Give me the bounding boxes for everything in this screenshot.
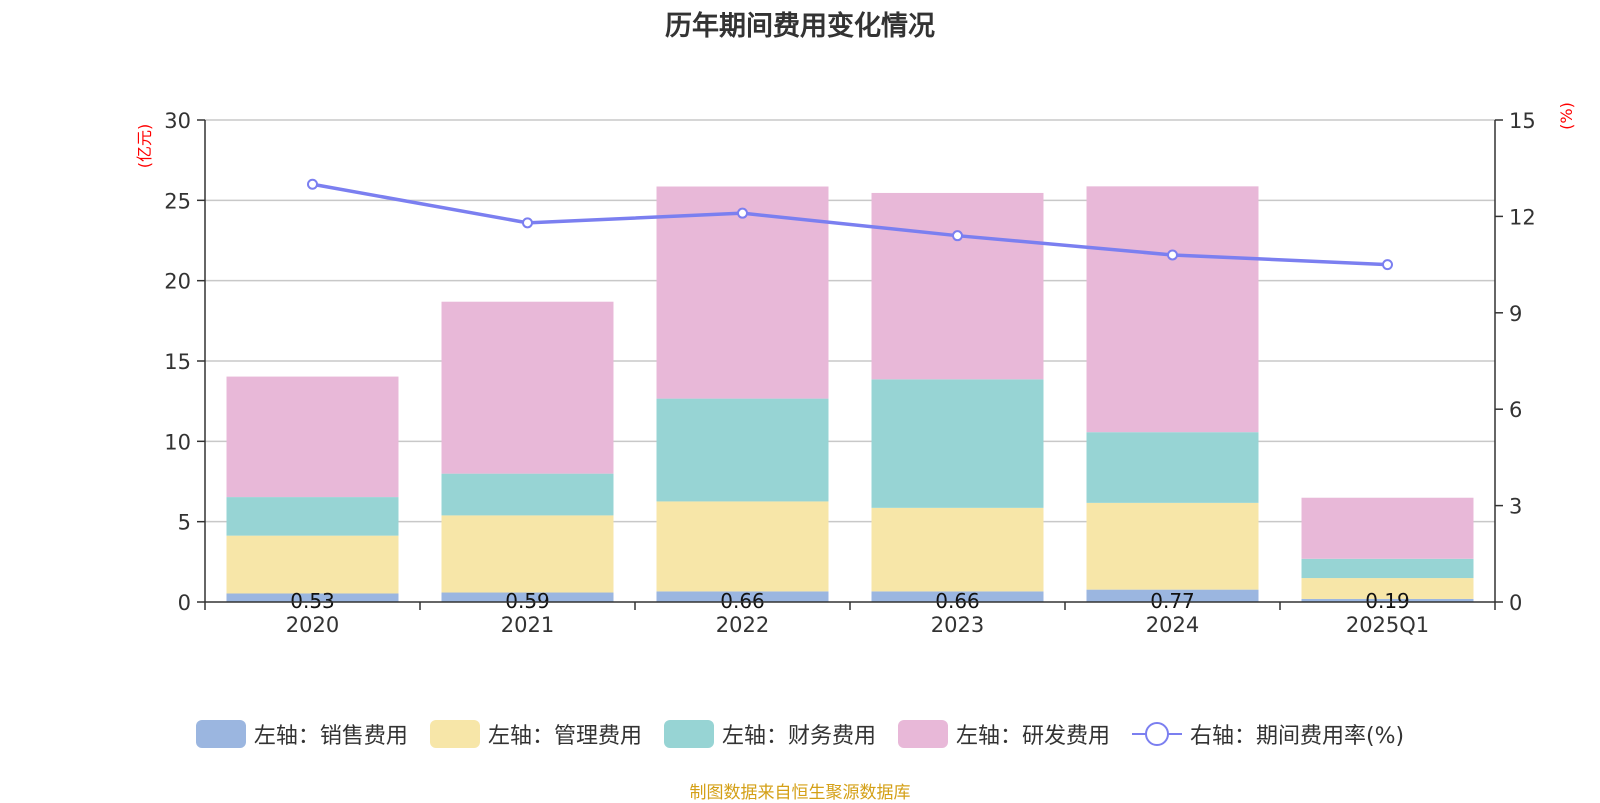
bar-2021-series-0 <box>441 592 614 602</box>
expense-rate-point-2020 <box>307 178 318 190</box>
legend-label-sales: 左轴：销售费用 <box>253 724 408 749</box>
bar-2023-series-2 <box>871 379 1044 508</box>
right-tick-label-3: 9 <box>1509 302 1522 326</box>
legend: 左轴：销售费用 左轴：管理费用 左轴：财务费用 左轴：研发费用 右轴：期间费用率… <box>0 718 1600 750</box>
right-tick-label-0: 0 <box>1509 591 1522 615</box>
expense-rate-point-2023 <box>952 230 963 242</box>
bar-2021-series-1 <box>441 515 614 593</box>
data-label-2023: 0.66 <box>935 589 980 613</box>
bar-2023-series-1 <box>871 507 1044 592</box>
x-tick-label-2025Q1: 2025Q1 <box>1346 613 1429 637</box>
data-label-2025Q1: 0.19 <box>1365 589 1410 613</box>
chart-canvas: 05101520253003691215(亿元)(%)20200.5320210… <box>135 102 1576 637</box>
bar-2022-series-0 <box>656 591 829 602</box>
bar-2022-series-1 <box>656 501 829 592</box>
legend-swatch-admin <box>429 720 480 748</box>
right-tick-label-2: 6 <box>1509 398 1522 422</box>
data-label-2021: 0.59 <box>505 589 550 613</box>
bar-2025Q1-series-3 <box>1301 497 1474 559</box>
left-tick-label-2: 10 <box>164 430 191 454</box>
bar-2024-series-2 <box>1086 432 1259 503</box>
legend-label-admin: 左轴：管理费用 <box>487 724 642 749</box>
x-tick-label-2020: 2020 <box>286 613 339 637</box>
left-tick-label-4: 20 <box>164 270 191 294</box>
x-tick-label-2022: 2022 <box>716 613 769 637</box>
legend-item-expense-rate[interactable]: 右轴：期间费用率(%) <box>1131 718 1405 750</box>
legend-item-rd[interactable]: 左轴：研发费用 <box>897 718 1110 750</box>
data-label-2020: 0.53 <box>290 589 335 613</box>
bar-2025Q1-series-0 <box>1301 598 1474 602</box>
legend-item-sales[interactable]: 左轴：销售费用 <box>195 718 408 750</box>
expense-rate-point-2024 <box>1167 249 1178 261</box>
legend-item-admin[interactable]: 左轴：管理费用 <box>429 718 642 750</box>
expense-rate-line <box>312 182 1388 267</box>
left-tick-label-5: 25 <box>164 189 191 213</box>
legend-label-rd: 左轴：研发费用 <box>955 724 1110 749</box>
chart-title: 历年期间费用变化情况 <box>665 11 935 42</box>
bar-2025Q1-series-1 <box>1301 578 1474 599</box>
legend-swatch-sales <box>195 720 246 748</box>
right-tick-label-4: 12 <box>1509 205 1536 229</box>
x-tick-label-2023: 2023 <box>931 613 984 637</box>
expense-rate-point-2022 <box>737 207 748 219</box>
bar-2023-series-3 <box>871 192 1044 380</box>
right-tick-label-1: 3 <box>1509 495 1522 519</box>
legend-label-finance: 左轴：财务费用 <box>721 724 876 749</box>
bar-2022-series-3 <box>656 186 829 399</box>
legend-label-expense-rate: 右轴：期间费用率(%) <box>1189 724 1405 749</box>
bar-2024-series-1 <box>1086 502 1259 590</box>
bar-2024-series-0 <box>1086 589 1259 602</box>
legend-swatch-rd <box>897 720 948 748</box>
bar-2022-series-2 <box>656 398 829 502</box>
source-note: 制图数据来自恒生聚源数据库 <box>689 783 911 803</box>
x-tick-label-2021: 2021 <box>501 613 554 637</box>
bar-2020-series-3 <box>226 376 399 498</box>
data-label-2024: 0.77 <box>1150 589 1195 613</box>
right-axis-unit: (%) <box>1557 102 1576 130</box>
expense-rate-point-2021 <box>522 217 533 229</box>
left-axis-unit: (亿元) <box>135 124 154 169</box>
bar-2021-series-2 <box>441 473 614 516</box>
bar-2024-series-3 <box>1086 186 1259 433</box>
bar-2020-series-2 <box>226 497 399 536</box>
right-tick-label-5: 15 <box>1509 109 1536 133</box>
left-tick-label-0: 0 <box>178 591 191 615</box>
bar-2025Q1-series-2 <box>1301 558 1474 579</box>
legend-item-finance[interactable]: 左轴：财务费用 <box>663 718 876 750</box>
expense-rate-point-2025Q1 <box>1382 259 1393 271</box>
data-label-2022: 0.66 <box>720 589 765 613</box>
bar-2020-series-0 <box>226 593 399 602</box>
x-tick-label-2024: 2024 <box>1146 613 1199 637</box>
left-tick-label-1: 5 <box>178 511 191 535</box>
left-tick-label-3: 15 <box>164 350 191 374</box>
bar-2023-series-0 <box>871 591 1044 602</box>
legend-swatch-finance <box>663 720 714 748</box>
bar-2021-series-3 <box>441 301 614 474</box>
legend-line-icon <box>1131 722 1182 746</box>
bar-2020-series-1 <box>226 535 399 594</box>
left-tick-label-6: 30 <box>164 109 191 133</box>
